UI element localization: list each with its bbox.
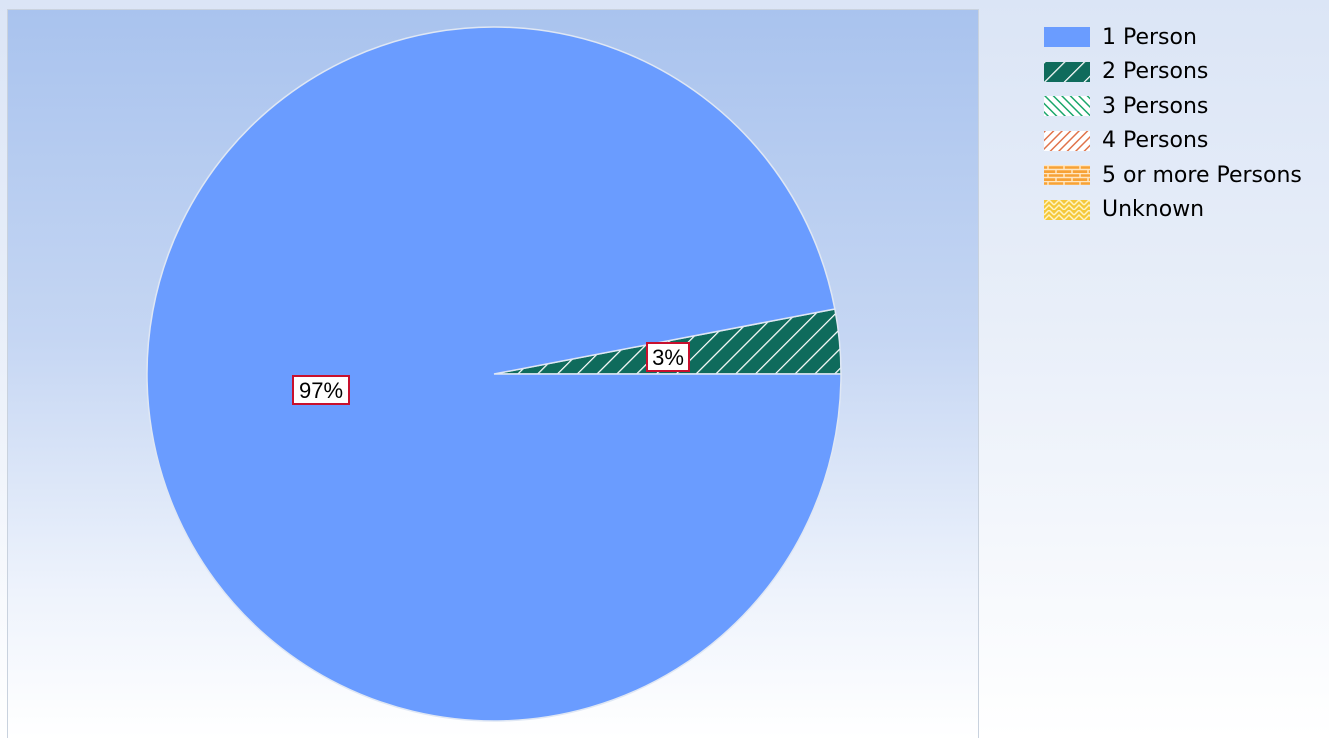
legend-item: 5 or more Persons xyxy=(1044,158,1302,193)
legend-label: 1 Person xyxy=(1102,24,1197,50)
legend-swatch xyxy=(1044,130,1090,151)
chart-legend: 1 Person 2 Persons 3 Persons 4 Persons 5… xyxy=(1044,20,1302,227)
legend-label: 5 or more Persons xyxy=(1102,162,1302,188)
legend-swatch xyxy=(1044,199,1090,220)
legend-item: 4 Persons xyxy=(1044,124,1302,159)
data-label-text: 3% xyxy=(652,345,684,370)
data-label-box xyxy=(292,375,350,405)
data-label-box xyxy=(646,342,690,372)
legend-item: 2 Persons xyxy=(1044,55,1302,90)
pie-slice xyxy=(146,26,842,722)
legend-label: Unknown xyxy=(1102,197,1205,223)
data-label: 3% xyxy=(646,342,690,372)
legend-label: 4 Persons xyxy=(1102,128,1209,154)
legend-label: 3 Persons xyxy=(1102,93,1209,119)
legend-swatch xyxy=(1044,61,1090,82)
legend-item: 3 Persons xyxy=(1044,89,1302,124)
legend-label: 2 Persons xyxy=(1102,59,1209,85)
pie-slices xyxy=(146,26,842,722)
data-label: 97% xyxy=(292,375,350,405)
legend-swatch xyxy=(1044,96,1090,117)
legend-item: Unknown xyxy=(1044,193,1302,228)
legend-swatch xyxy=(1044,27,1090,48)
legend-swatch xyxy=(1044,165,1090,186)
legend-item: 1 Person xyxy=(1044,20,1302,55)
data-label-text: 97% xyxy=(299,378,343,403)
pie-data-labels: 3% 97% xyxy=(292,342,690,405)
